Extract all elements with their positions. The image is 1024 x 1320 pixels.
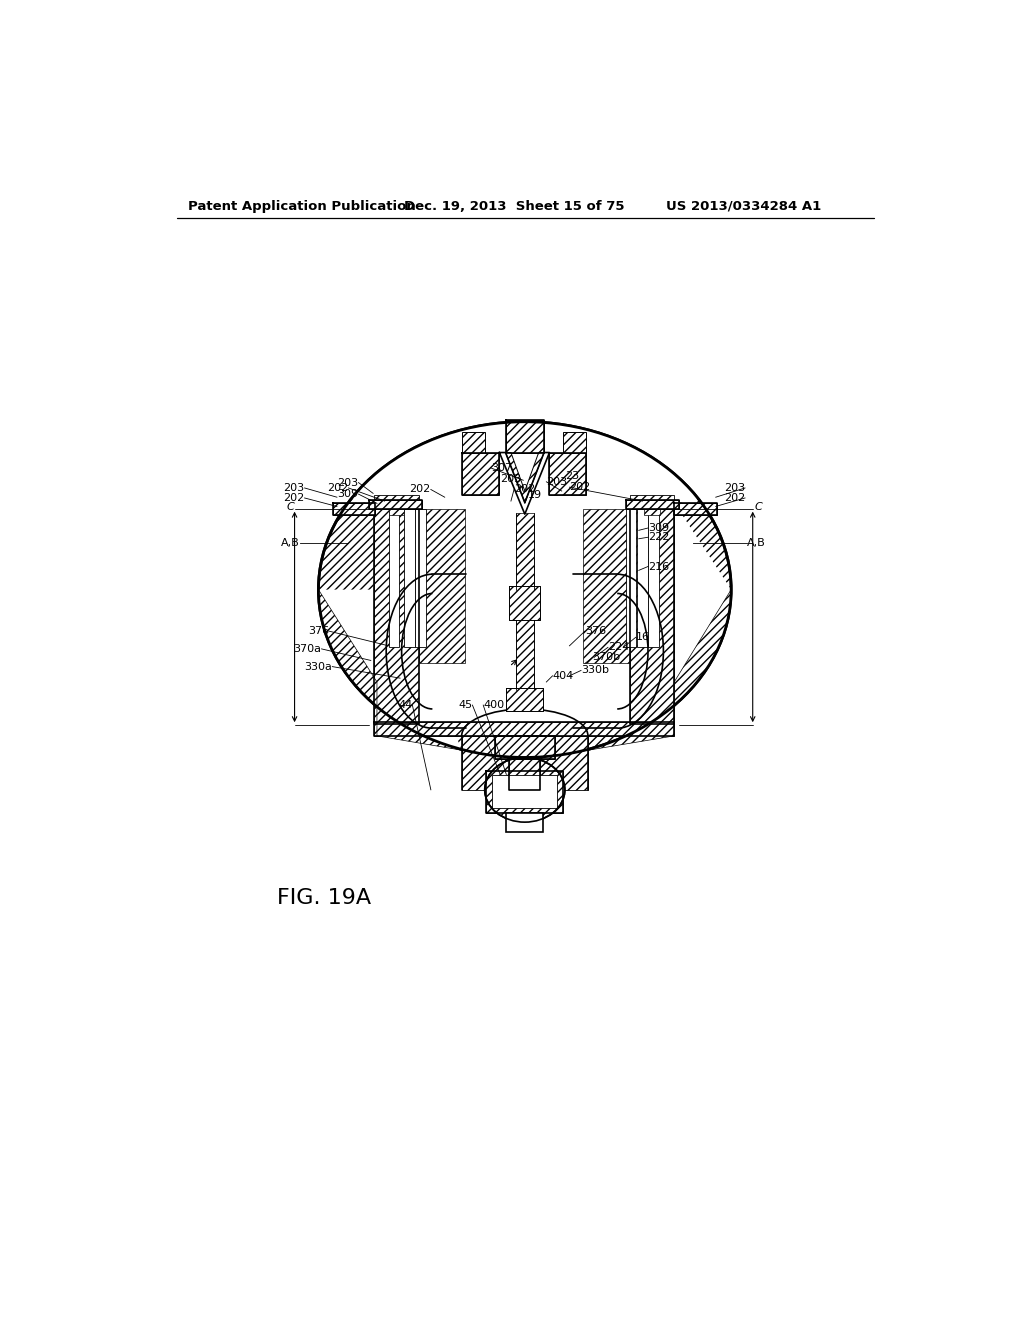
Text: Dec. 19, 2013  Sheet 15 of 75: Dec. 19, 2013 Sheet 15 of 75 [403,199,625,213]
Polygon shape [648,508,658,647]
Text: 309: 309 [648,523,669,533]
Polygon shape [563,432,587,461]
Polygon shape [419,508,465,663]
Polygon shape [370,499,422,508]
Text: 203: 203 [724,483,745,492]
Polygon shape [637,508,648,647]
Polygon shape [515,512,535,590]
Text: Patent Application Publication: Patent Application Publication [188,199,416,213]
Polygon shape [377,490,674,737]
Polygon shape [674,503,717,515]
Polygon shape [400,503,417,508]
Text: US 2013/0334284 A1: US 2013/0334284 A1 [666,199,821,213]
Polygon shape [506,453,544,503]
Polygon shape [353,422,696,503]
Polygon shape [509,759,541,789]
Polygon shape [629,503,646,508]
Polygon shape [506,688,544,711]
Text: 202: 202 [724,492,745,503]
Text: 309: 309 [337,490,358,499]
Polygon shape [374,495,419,507]
Polygon shape [493,775,557,808]
Polygon shape [462,432,484,461]
Polygon shape [630,503,674,725]
Polygon shape [333,503,376,515]
Polygon shape [318,503,461,750]
Text: 370a: 370a [294,644,322,653]
Text: 216: 216 [648,561,669,572]
Polygon shape [374,722,674,737]
Text: A,B: A,B [746,539,765,548]
Polygon shape [630,495,674,507]
Polygon shape [388,508,403,515]
Text: 330a: 330a [304,661,333,672]
Polygon shape [627,499,679,508]
Polygon shape [557,590,731,755]
Polygon shape [403,508,415,647]
Polygon shape [506,420,544,453]
Polygon shape [584,508,630,663]
Ellipse shape [318,421,731,758]
Text: FIG. 19A: FIG. 19A [276,887,371,908]
Text: 16: 16 [636,632,649,643]
Text: 202: 202 [410,484,431,495]
Polygon shape [506,813,544,832]
Text: 222: 222 [648,532,670,543]
Text: 203: 203 [500,474,521,483]
Polygon shape [318,590,493,755]
Polygon shape [486,771,563,813]
Polygon shape [495,737,555,759]
Polygon shape [509,586,541,620]
Polygon shape [550,453,587,495]
Text: C: C [287,502,295,512]
Text: 203: 203 [337,478,358,487]
Text: 224: 224 [608,643,630,652]
Text: 203: 203 [547,477,567,487]
Text: 19: 19 [528,490,542,500]
Text: 400: 400 [483,700,505,710]
Text: A,B: A,B [282,539,300,548]
Text: 376: 376 [308,626,330,636]
Text: C: C [755,502,762,512]
Text: 23: 23 [565,471,580,480]
Polygon shape [419,503,630,725]
Text: 202: 202 [569,482,591,492]
Text: 404: 404 [553,671,573,681]
Text: 330b: 330b [581,665,609,676]
Polygon shape [515,620,535,689]
Polygon shape [462,737,588,789]
Polygon shape [589,503,731,750]
Text: 376: 376 [585,626,606,636]
Text: 202: 202 [514,484,536,495]
Polygon shape [644,508,659,515]
Text: 307: 307 [490,463,512,473]
Text: 203: 203 [284,483,304,492]
Text: 202: 202 [328,483,348,492]
Polygon shape [626,508,637,647]
Text: 370b: 370b [593,652,621,663]
Polygon shape [462,453,499,495]
Text: 202: 202 [284,492,304,503]
Text: 44: 44 [398,700,413,710]
Polygon shape [374,503,419,725]
Polygon shape [388,508,399,647]
Text: 45: 45 [459,700,472,710]
Polygon shape [416,508,426,647]
Ellipse shape [484,758,565,822]
